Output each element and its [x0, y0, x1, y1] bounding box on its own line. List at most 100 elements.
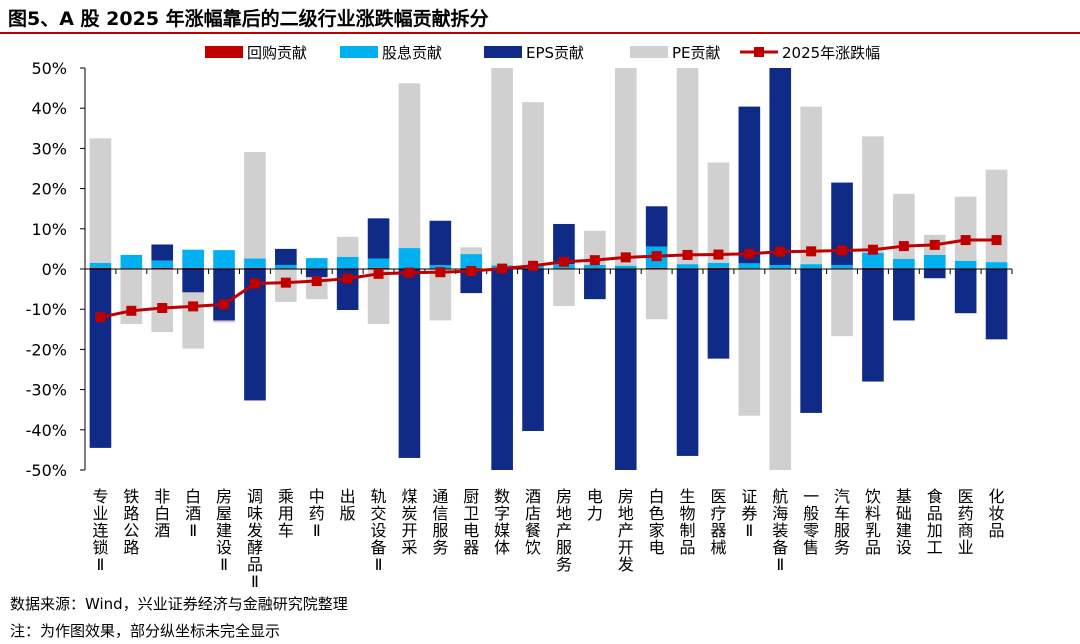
total-change-point	[188, 301, 199, 312]
total-change-point	[466, 266, 477, 277]
pe-bar	[954, 196, 977, 261]
y-tick-label: -30%	[26, 381, 67, 400]
eps-bar	[985, 269, 1008, 340]
total-change-point	[342, 273, 353, 284]
total-change-point	[744, 248, 755, 259]
x-tick-label: 非白酒	[154, 487, 170, 540]
total-change-point	[126, 305, 137, 316]
x-tick-label: 基础建设	[896, 487, 912, 557]
dividend-bar	[584, 264, 606, 269]
pe-bar	[707, 162, 730, 263]
y-tick-label: 20%	[31, 180, 67, 199]
dividend-bar	[120, 254, 143, 269]
legend-eps-label: EPS贡献	[526, 44, 584, 62]
eps-bar	[584, 269, 606, 300]
x-tick-label: 白色家电	[649, 487, 665, 557]
x-tick-label: 专业连锁 Ⅱ	[92, 487, 108, 574]
dividend-bar	[831, 264, 853, 269]
buyback-bar	[151, 267, 174, 269]
x-tick-label: 饮料乳品	[865, 487, 881, 557]
legend-total-label: 2025年涨跌幅	[782, 44, 880, 62]
x-tick-label: 调味发酵品 Ⅱ	[247, 487, 263, 590]
eps-bar	[923, 269, 946, 279]
x-tick-label: 航海装备 Ⅱ	[772, 487, 788, 574]
total-change-point	[497, 263, 508, 274]
dividend-bar	[862, 252, 884, 268]
dividend-bar	[985, 262, 1008, 269]
source-note: 数据来源：Wind，兴业证券经济与金融研究院整理	[10, 595, 348, 613]
eps-bar	[769, 68, 792, 265]
pe-bar	[367, 269, 390, 325]
buyback-bar	[645, 267, 668, 269]
y-tick-label: 0%	[42, 260, 67, 279]
eps-bar	[954, 269, 977, 314]
buyback-bar	[862, 267, 884, 269]
pe-bar	[584, 230, 606, 265]
eps-bar	[398, 269, 421, 458]
total-change-point	[651, 251, 662, 262]
eps-bar	[614, 269, 637, 470]
dividend-bar	[429, 264, 452, 269]
pe-bar	[244, 152, 266, 259]
pe-bar	[769, 269, 792, 470]
eps-bar	[676, 269, 699, 456]
buyback-bar	[89, 267, 112, 269]
x-tick-label: 中药 Ⅱ	[309, 487, 325, 540]
dividend-bar	[398, 248, 421, 269]
legend-total-marker	[754, 47, 764, 57]
pe-bar	[985, 169, 1008, 263]
buyback-bar	[244, 267, 266, 269]
total-change-point	[837, 245, 848, 256]
dividend-bar	[367, 258, 390, 268]
x-tick-label: 白酒 Ⅱ	[185, 487, 201, 540]
eps-bar	[305, 269, 328, 278]
y-tick-label: -50%	[26, 461, 67, 480]
x-tick-label: 酒店餐饮	[525, 487, 541, 557]
x-tick-label: 医药商业	[958, 487, 974, 557]
legend-dividend-swatch	[340, 46, 378, 58]
total-change-point	[157, 302, 168, 313]
bar-series	[89, 68, 1008, 470]
pe-bar	[460, 247, 483, 255]
total-change-point	[219, 299, 230, 310]
legend-buyback-swatch	[205, 46, 243, 58]
y-tick-label: 10%	[31, 220, 67, 239]
pe-bar	[182, 292, 204, 349]
total-change-point	[620, 252, 631, 263]
total-change-point	[404, 267, 415, 278]
y-tick-label: -20%	[26, 340, 67, 359]
x-tick-label: 化妆品	[989, 487, 1005, 540]
pe-bar	[800, 106, 822, 265]
buyback-bar	[707, 267, 730, 269]
total-change-point	[929, 239, 940, 250]
dividend-bar	[336, 256, 359, 269]
buyback-bar	[182, 267, 204, 269]
eps-bar	[738, 106, 761, 264]
total-change-point	[682, 249, 693, 260]
dividend-bar	[151, 260, 174, 268]
dividend-bar	[738, 263, 761, 269]
pe-bar	[645, 269, 668, 320]
title-rule	[0, 32, 1080, 34]
eps-bar	[491, 269, 513, 470]
pe-bar	[491, 68, 513, 266]
x-tick-label: 医疗器械	[710, 487, 726, 557]
total-change-point	[713, 249, 724, 260]
pe-bar	[738, 269, 761, 416]
legend-dividend-label: 股息贡献	[382, 44, 442, 62]
pe-bar	[120, 269, 143, 325]
dividend-bar	[893, 258, 915, 269]
total-change-point	[528, 260, 539, 271]
total-change-point	[991, 235, 1002, 246]
pe-bar	[429, 269, 452, 321]
x-tick-label: 电力	[587, 487, 603, 523]
legend-pe-swatch	[630, 46, 668, 58]
total-change-point	[435, 267, 446, 278]
total-change-point	[249, 278, 260, 289]
eps-bar	[831, 182, 853, 265]
pe-bar	[213, 320, 235, 323]
x-tick-label: 房屋建设 Ⅱ	[216, 487, 232, 574]
pe-bar	[336, 236, 359, 257]
total-change-point	[95, 312, 106, 323]
eps-bar	[89, 269, 112, 448]
